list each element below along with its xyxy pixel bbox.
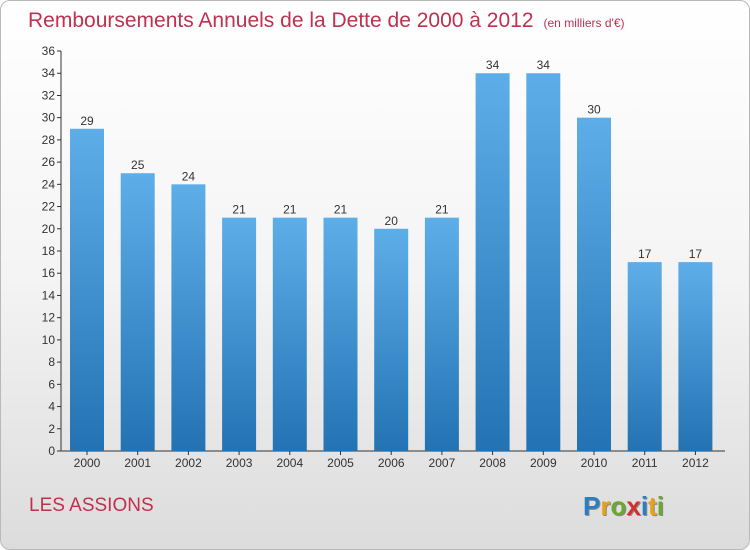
logo-letter: t: [648, 491, 657, 521]
bar: [577, 117, 611, 452]
bar-value-label: 25: [131, 158, 145, 172]
y-tick-label: 20: [42, 222, 56, 236]
logo-letter: o: [610, 491, 627, 521]
bar-value-label: 29: [80, 114, 94, 128]
y-tick-label: 14: [42, 288, 56, 302]
bar-value-label: 30: [587, 103, 601, 117]
y-tick-label: 10: [42, 333, 56, 347]
y-tick-label: 6: [48, 377, 55, 391]
bar: [475, 73, 510, 451]
bar: [272, 217, 307, 451]
bar-value-label: 34: [486, 58, 500, 72]
y-tick-label: 28: [42, 133, 56, 147]
y-tick-label: 24: [42, 177, 56, 191]
bar-value-label: 21: [435, 203, 449, 217]
y-tick-label: 34: [42, 66, 56, 80]
y-tick-label: 36: [42, 44, 56, 58]
x-tick-label: 2006: [378, 456, 405, 470]
y-tick-label: 30: [42, 111, 56, 125]
y-tick-label: 26: [42, 155, 56, 169]
bar-value-label: 21: [283, 203, 297, 217]
y-tick-label: 16: [42, 266, 56, 280]
y-tick-label: 8: [48, 355, 55, 369]
bar: [627, 262, 662, 451]
y-tick-label: 4: [48, 400, 55, 414]
bar: [323, 217, 358, 451]
x-tick-label: 2010: [581, 456, 608, 470]
bar-value-label: 20: [385, 214, 399, 228]
y-tick-label: 12: [42, 311, 56, 325]
y-tick-label: 2: [48, 422, 55, 436]
x-tick-label: 2003: [226, 456, 253, 470]
x-tick-label: 2007: [429, 456, 456, 470]
bar: [70, 128, 104, 451]
bar-value-label: 34: [537, 58, 551, 72]
x-tick-label: 2001: [124, 456, 151, 470]
plot-area: 0246810121416182022242628303234362920002…: [42, 44, 725, 470]
logo-letter: x: [626, 491, 641, 521]
chart-title-main: Remboursements Annuels de la Dette de 20…: [28, 9, 534, 32]
x-tick-label: 2011: [632, 456, 658, 470]
x-tick-label: 2008: [479, 456, 506, 470]
logo-letter: r: [600, 491, 611, 521]
bar: [424, 217, 459, 451]
logo-letter: P: [583, 491, 601, 521]
y-tick-label: 18: [42, 244, 56, 258]
bar: [120, 173, 155, 451]
bar-value-label: 21: [334, 203, 348, 217]
x-tick-label: 2012: [682, 456, 709, 470]
chart-title: Remboursements Annuels de la Dette de 20…: [28, 9, 625, 33]
y-tick-label: 22: [42, 200, 56, 214]
bar-value-label: 24: [182, 169, 196, 183]
bar-value-label: 17: [689, 247, 703, 261]
logo-letter: i: [656, 491, 664, 521]
bar: [222, 217, 257, 451]
bar: [526, 73, 561, 451]
x-tick-label: 2009: [530, 456, 557, 470]
x-tick-label: 2002: [175, 456, 202, 470]
logo-letter: i: [640, 491, 649, 521]
commune-name: LES ASSIONS: [29, 495, 154, 516]
y-tick-label: 0: [48, 444, 55, 458]
proxiti-logo[interactable]: Proxiti: [583, 491, 664, 522]
bar: [678, 262, 713, 451]
bar: [171, 184, 206, 452]
bar-value-label: 21: [232, 203, 246, 217]
x-tick-label: 2005: [327, 456, 354, 470]
bar-value-label: 17: [638, 247, 652, 261]
chart-title-unit: (en milliers d'€): [543, 16, 625, 30]
bar: [374, 228, 409, 451]
y-tick-label: 32: [42, 88, 56, 102]
x-tick-label: 2004: [276, 456, 303, 470]
x-tick-label: 2000: [74, 456, 101, 470]
